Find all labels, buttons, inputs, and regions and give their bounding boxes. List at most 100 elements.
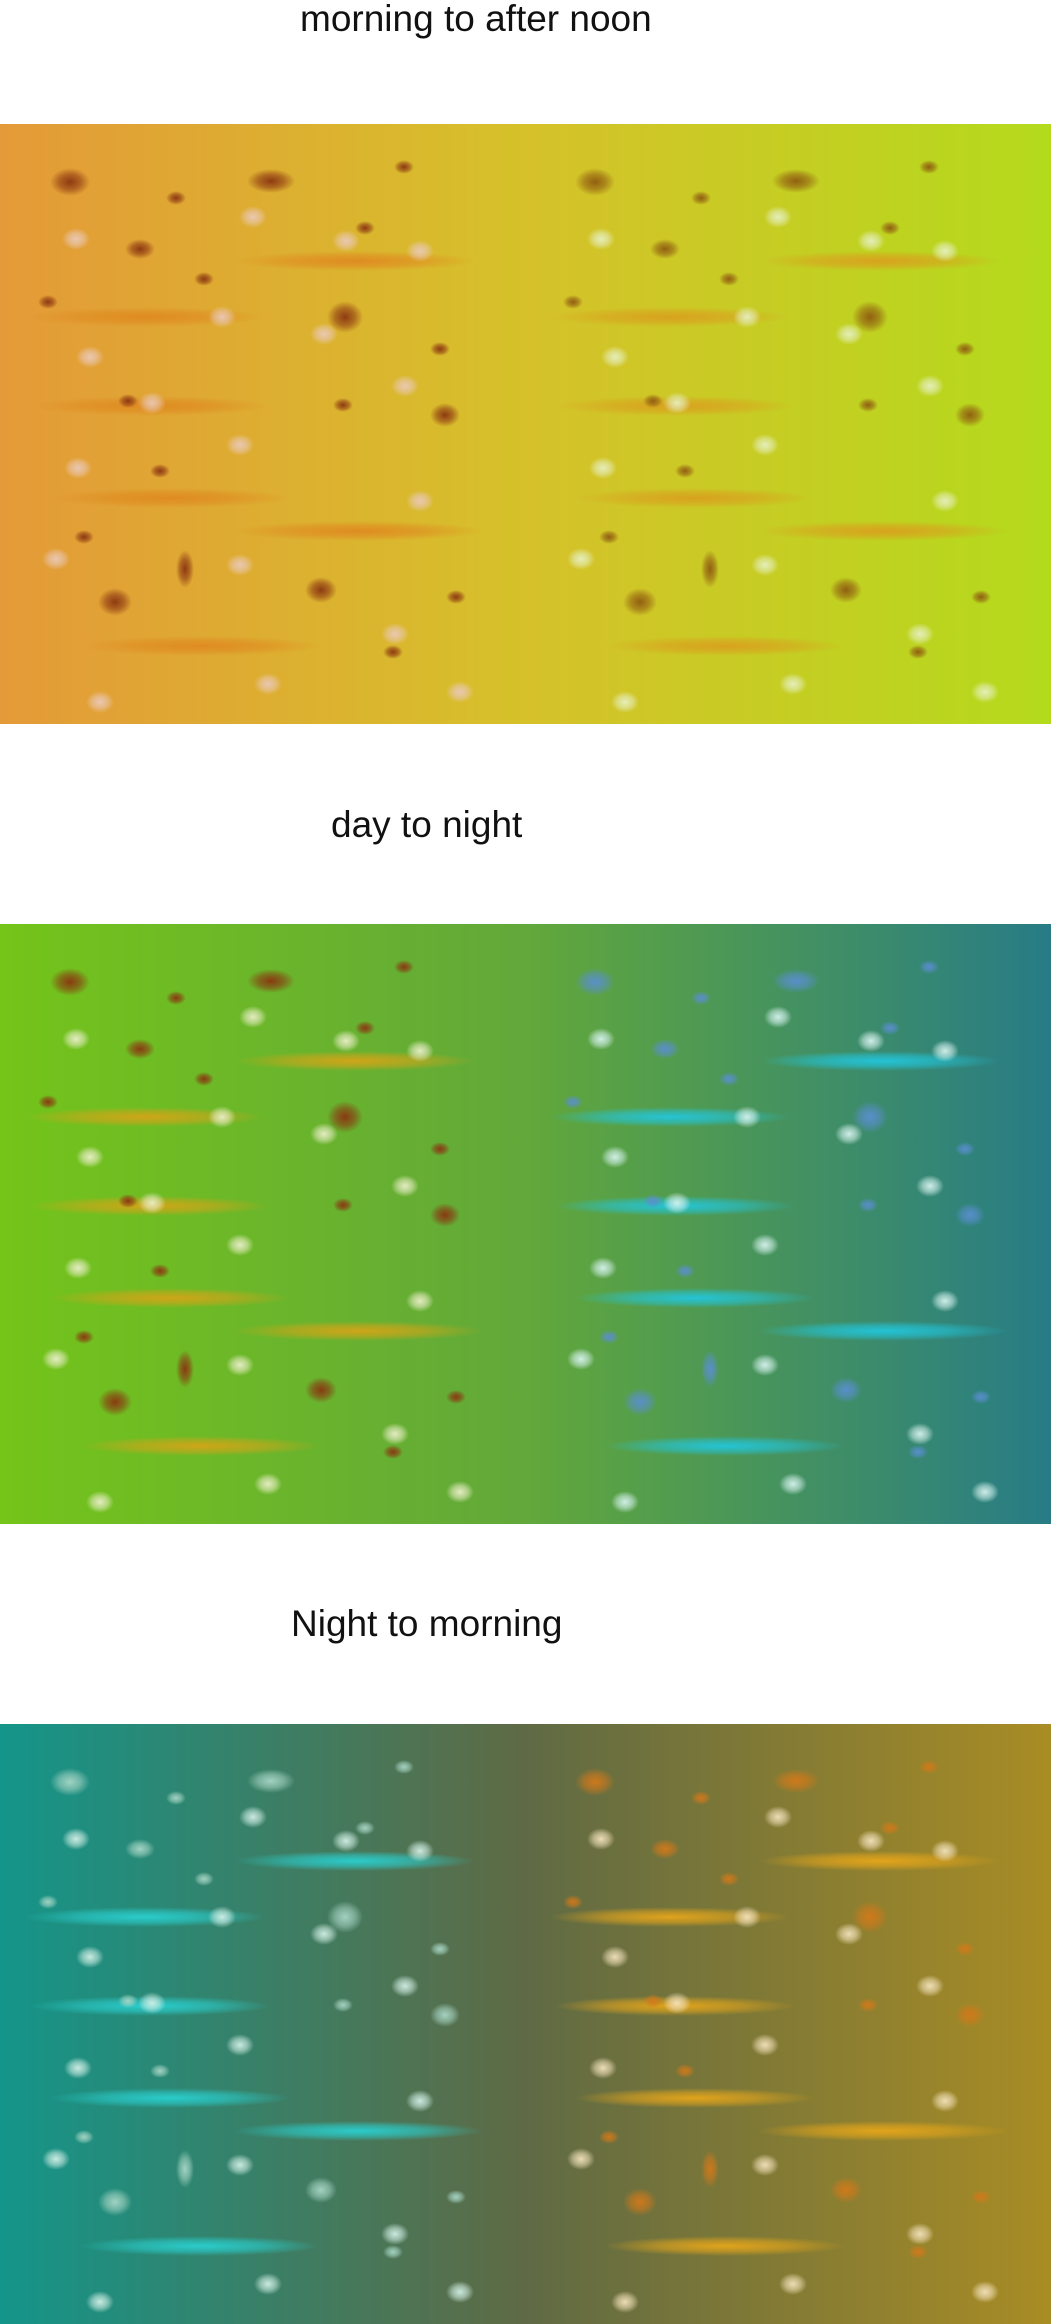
texture-spot — [125, 1039, 155, 1059]
texture-spot — [701, 550, 719, 588]
texture-dot — [931, 490, 959, 512]
texture-spot — [247, 169, 295, 193]
texture-dot — [589, 457, 617, 479]
texture-dot — [138, 1992, 166, 2014]
texture-dot — [381, 2223, 409, 2245]
texture-dot — [254, 1473, 282, 1495]
texture-spot — [194, 272, 214, 286]
texture-dot — [42, 2148, 70, 2170]
texture-dot — [567, 1348, 595, 1370]
texture-spot — [858, 1998, 878, 2012]
texture-spot — [719, 272, 739, 286]
texture-streak — [233, 1321, 483, 1341]
texture-dot — [86, 691, 114, 713]
texture-dot — [587, 1028, 615, 1050]
texture-dot — [779, 673, 807, 695]
texture-dot — [86, 2291, 114, 2313]
texture-spot — [880, 1821, 900, 1835]
texture-dot — [446, 2281, 474, 2303]
texture-spot — [446, 2190, 466, 2204]
texture-spot — [176, 2150, 194, 2188]
texture-streak — [25, 307, 265, 327]
texture-streak — [50, 488, 290, 508]
texture-dot — [751, 554, 779, 576]
texture-spot — [383, 1445, 403, 1459]
texture-streak — [550, 307, 790, 327]
texture-dot — [906, 623, 934, 645]
texture-dot — [332, 1830, 360, 1852]
texture-dot — [391, 375, 419, 397]
texture-dot — [857, 230, 885, 252]
caption-night-to-morning: Night to morning — [291, 1603, 563, 1644]
texture-spot — [650, 1039, 680, 1059]
texture-streak — [758, 2121, 1008, 2141]
texture-dot — [906, 2223, 934, 2245]
texture-spot — [772, 169, 820, 193]
texture-spot — [394, 1760, 414, 1774]
texture-streak — [605, 1436, 845, 1456]
texture-spot — [74, 2130, 94, 2144]
texture-dot — [76, 1146, 104, 1168]
texture-spot — [675, 2064, 695, 2078]
texture-dot — [138, 1192, 166, 1214]
texture-spot — [955, 2003, 985, 2027]
texture-spot — [74, 530, 94, 544]
texture-dot — [62, 1828, 90, 1850]
texture-dot — [226, 554, 254, 576]
texture-dot — [857, 1830, 885, 1852]
texture-streak — [25, 1907, 265, 1927]
texture-tile-left — [25, 1760, 483, 2313]
texture-dot — [611, 691, 639, 713]
texture-dot — [42, 548, 70, 570]
texture-dot — [239, 1006, 267, 1028]
texture-dot — [332, 230, 360, 252]
texture-dot — [931, 240, 959, 262]
texture-dot — [751, 1354, 779, 1376]
texture-spot — [74, 1330, 94, 1344]
texture-dot — [239, 206, 267, 228]
texture-spot — [446, 1390, 466, 1404]
texture-dot — [446, 681, 474, 703]
texture-streak — [575, 1288, 815, 1308]
texture-dot — [835, 1123, 863, 1145]
texture-spot — [430, 342, 450, 356]
texture-dot — [391, 1175, 419, 1197]
texture-spot — [118, 1194, 138, 1208]
texture-dot — [601, 346, 629, 368]
texture-dot — [406, 1290, 434, 1312]
texture-dot — [611, 1491, 639, 1513]
texture-tile-right — [550, 160, 1008, 713]
texture-dot — [226, 1354, 254, 1376]
texture-dot — [764, 1006, 792, 1028]
texture-spot — [194, 1872, 214, 1886]
texture-spot — [955, 1942, 975, 1956]
texture-spot — [575, 168, 615, 196]
texture-dot — [916, 375, 944, 397]
texture-dot — [138, 392, 166, 414]
texture-spot — [383, 2245, 403, 2259]
texture-dot — [733, 306, 761, 328]
texture-spot — [623, 588, 657, 616]
texture-dot — [779, 1473, 807, 1495]
texture-spot — [772, 969, 820, 993]
gradient-texture — [0, 1724, 1051, 2324]
texture-streak — [758, 521, 1008, 541]
texture-spot — [125, 1839, 155, 1859]
texture-spot — [955, 342, 975, 356]
texture-spot — [394, 960, 414, 974]
texture-dot — [835, 1923, 863, 1945]
texture-spot — [599, 2130, 619, 2144]
texture-streak — [758, 1321, 1008, 1341]
texture-dot — [906, 1423, 934, 1445]
texture-dot — [310, 1923, 338, 1945]
texture-spot — [383, 645, 403, 659]
texture-dot — [835, 323, 863, 345]
texture-spot — [563, 1095, 583, 1109]
texture-spot — [305, 577, 337, 603]
texture-spot — [50, 968, 90, 996]
texture-spot — [955, 403, 985, 427]
texture-dot — [64, 457, 92, 479]
texture-dot — [226, 2034, 254, 2056]
texture-streak — [80, 1436, 320, 1456]
texture-spot — [247, 1769, 295, 1793]
